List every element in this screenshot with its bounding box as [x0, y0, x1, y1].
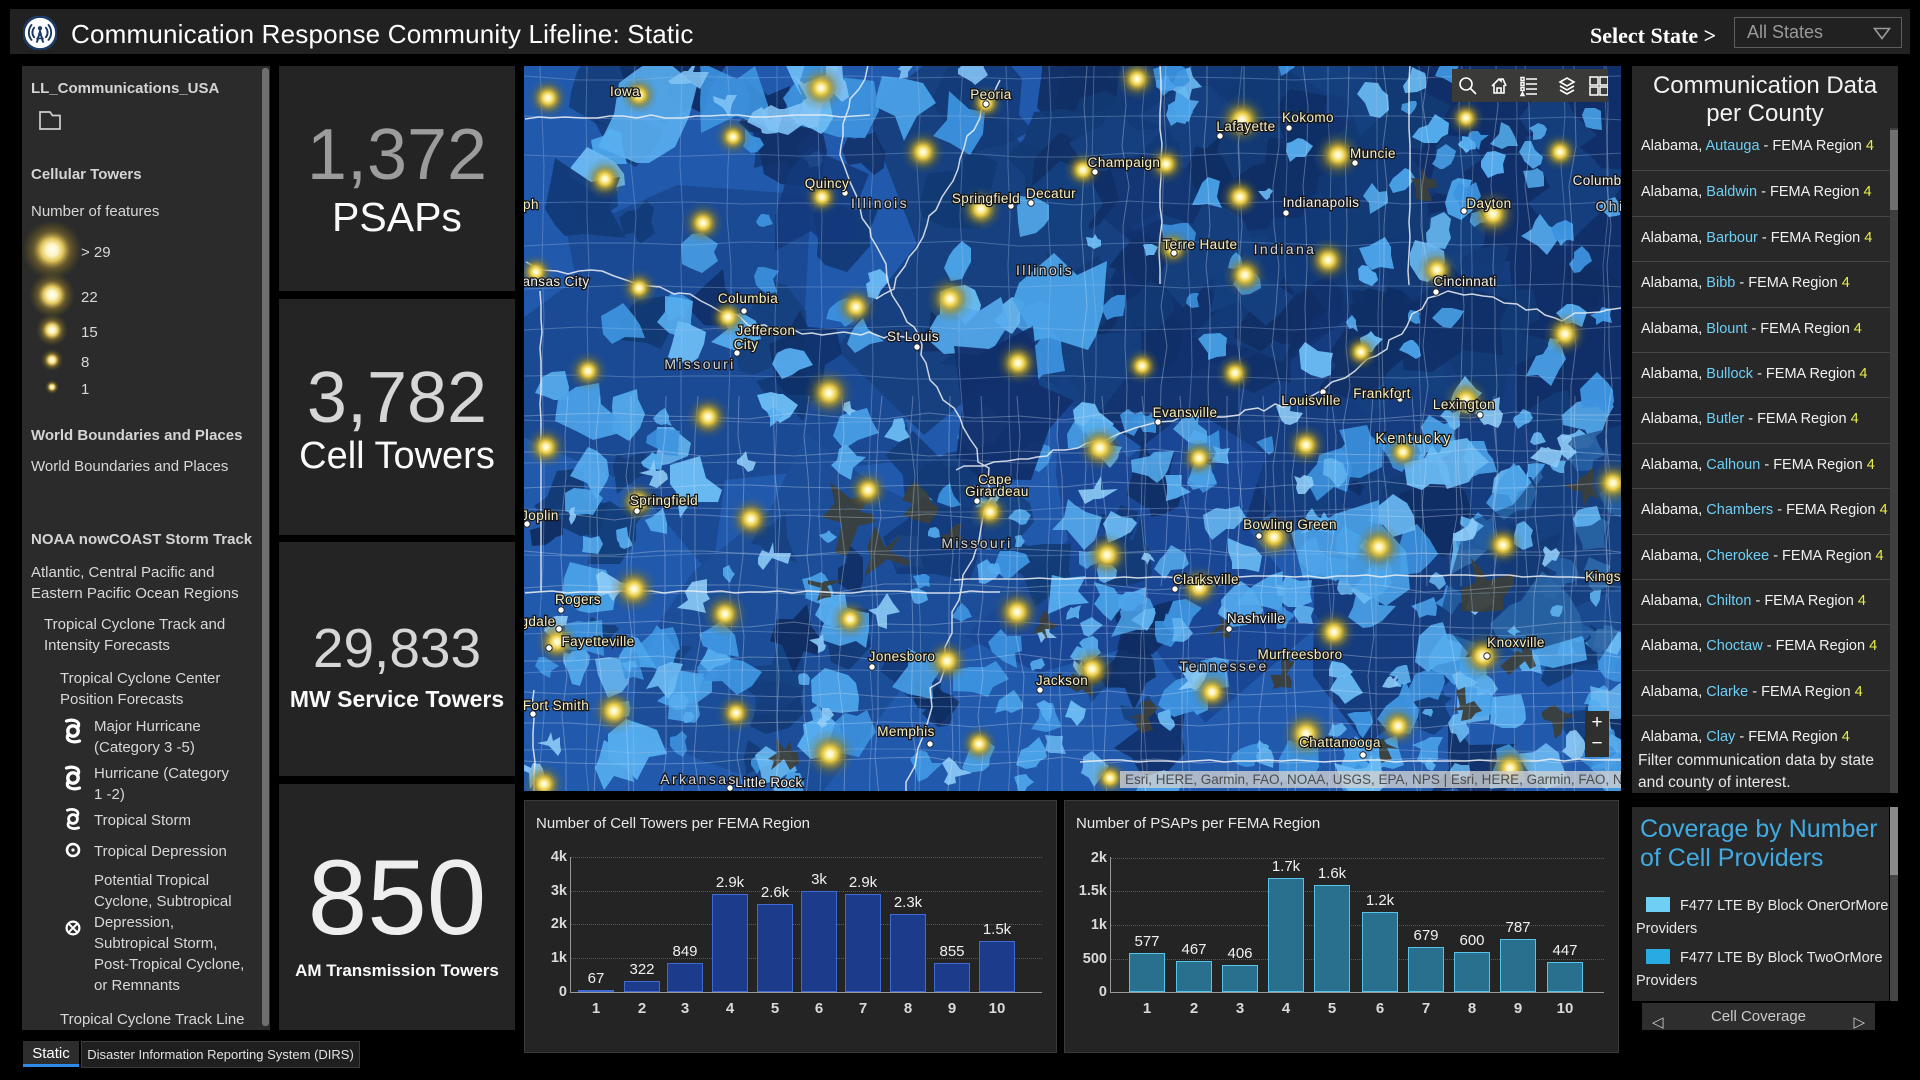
svg-text:City: City: [734, 337, 759, 352]
svg-text:Muncie: Muncie: [1350, 146, 1396, 161]
svg-text:Columbia: Columbia: [718, 291, 778, 306]
svg-text:Clarksville: Clarksville: [1173, 572, 1239, 587]
svg-text:Cape: Cape: [978, 472, 1012, 487]
svg-text:Indiana: Indiana: [1254, 241, 1317, 257]
svg-text:Fayetteville: Fayetteville: [561, 634, 634, 649]
svg-text:Joplin: Joplin: [524, 508, 559, 523]
svg-text:Nashville: Nashville: [1227, 611, 1285, 626]
svg-text:Springfield: Springfield: [630, 493, 698, 508]
svg-text:gdale: gdale: [524, 614, 556, 629]
svg-text:Kentucky: Kentucky: [1375, 431, 1452, 447]
svg-text:Springfield: Springfield: [952, 191, 1020, 206]
svg-text:Jonesboro: Jonesboro: [869, 649, 936, 664]
svg-text:Chattanooga: Chattanooga: [1299, 735, 1381, 750]
svg-text:Peoria: Peoria: [970, 87, 1012, 102]
svg-text:Missouri: Missouri: [664, 356, 735, 372]
svg-text:Decatur: Decatur: [1026, 186, 1076, 201]
svg-text:eph: eph: [524, 197, 539, 212]
svg-text:Kokomo: Kokomo: [1282, 110, 1334, 125]
svg-text:Missouri: Missouri: [941, 535, 1012, 551]
svg-text:Champaign: Champaign: [1088, 155, 1161, 170]
svg-text:Memphis: Memphis: [877, 724, 935, 739]
svg-text:Louisville: Louisville: [1281, 393, 1341, 408]
svg-text:Arkansas: Arkansas: [660, 771, 738, 787]
svg-text:St Louis: St Louis: [887, 329, 939, 344]
svg-text:Ohi: Ohi: [1596, 198, 1622, 214]
svg-text:Murfreesboro: Murfreesboro: [1257, 647, 1342, 662]
svg-text:Columbu: Columbu: [1573, 173, 1621, 188]
svg-text:Indianapolis: Indianapolis: [1283, 195, 1360, 210]
svg-text:Iowa: Iowa: [610, 84, 640, 99]
svg-text:Terre Haute: Terre Haute: [1163, 237, 1238, 252]
svg-text:Lexington: Lexington: [1433, 397, 1495, 412]
svg-text:Girardeau: Girardeau: [965, 484, 1029, 499]
svg-text:Quincy: Quincy: [805, 176, 849, 191]
svg-text:Fort Smith: Fort Smith: [524, 698, 589, 713]
svg-text:Little Rock: Little Rock: [735, 775, 802, 790]
svg-text:Illinois: Illinois: [1016, 262, 1074, 278]
svg-text:Illinois: Illinois: [851, 195, 909, 211]
svg-text:ansas City: ansas City: [524, 274, 590, 289]
svg-text:Evansville: Evansville: [1153, 405, 1218, 420]
svg-text:Jackson: Jackson: [1036, 673, 1088, 688]
svg-text:Tennessee: Tennessee: [1179, 658, 1268, 674]
svg-text:Frankfort: Frankfort: [1353, 386, 1411, 401]
svg-text:Jefferson: Jefferson: [737, 323, 796, 338]
svg-text:Lafayette: Lafayette: [1216, 119, 1275, 134]
svg-text:Dayton: Dayton: [1466, 196, 1511, 211]
svg-text:Kingsp: Kingsp: [1585, 569, 1621, 584]
svg-text:Cincinnati: Cincinnati: [1433, 274, 1496, 289]
svg-text:Rogers: Rogers: [555, 592, 601, 607]
svg-text:Bowling Green: Bowling Green: [1243, 517, 1337, 532]
svg-text:Knoxville: Knoxville: [1487, 635, 1545, 650]
